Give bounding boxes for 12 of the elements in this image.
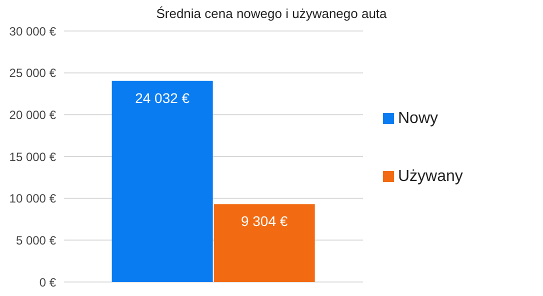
- data-label: 24 032 €: [135, 90, 190, 106]
- legend-label: Używany: [398, 168, 463, 185]
- y-tick-label: 10 000 €: [9, 192, 56, 206]
- y-tick-label: 0 €: [39, 275, 56, 290]
- y-tick-label: 20 000 €: [9, 108, 56, 122]
- y-tick-label: 25 000 €: [9, 66, 56, 80]
- data-label: 9 304 €: [240, 213, 288, 230]
- y-tick-label: 15 000 €: [9, 150, 56, 164]
- legend-label: Nowy: [398, 110, 438, 127]
- y-tick-label: 30 000 €: [9, 24, 56, 38]
- chart-title: Średnia cena nowego i używanego auta: [155, 6, 388, 21]
- y-tick-label: 5 000 €: [16, 233, 56, 248]
